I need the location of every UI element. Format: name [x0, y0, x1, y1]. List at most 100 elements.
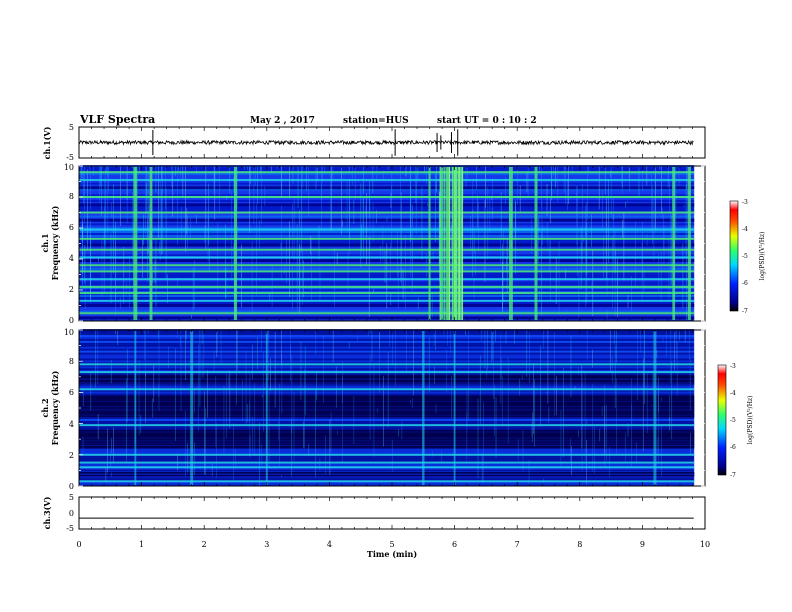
- ch2s-img-band: [79, 385, 695, 388]
- ch2s-img-band: [79, 391, 695, 394]
- ch2s-img-burst: [265, 331, 268, 485]
- ch1s-img-band: [79, 182, 695, 185]
- ch2s-img-dark-streak: [79, 382, 695, 383]
- ch2-spectrogram-image: [78, 329, 706, 487]
- ch1s-img-bright-line: [79, 264, 695, 267]
- ch1s-img-band: [79, 213, 695, 216]
- ch1s-img-band: [79, 310, 695, 313]
- ch1-waveform-line: [78, 139, 694, 146]
- ch1s-img-burst: [687, 167, 691, 320]
- ch3-waveform-ticks: [78, 497, 706, 529]
- time-tick-3: 3: [264, 540, 269, 549]
- ch2-spectrogram-ylabel-frequency: Frequency (kHz): [50, 370, 60, 445]
- ch1s-img-bright-line: [79, 299, 695, 302]
- ch3-ytick-top: 5: [69, 493, 74, 502]
- ch2s-img-bright-line: [79, 461, 695, 464]
- ch2s-img-band: [79, 362, 695, 365]
- ch1s-img-band: [79, 232, 695, 235]
- ch2s-img-dark-streak: [79, 409, 695, 411]
- ch2s-img-band: [79, 483, 695, 486]
- ch2s-img-burst: [453, 331, 456, 485]
- ch1-waveform-ylabel: ch.1(V): [42, 126, 52, 159]
- ch2-spectrogram-ticks: [78, 329, 706, 487]
- ch2s-img-band: [79, 336, 695, 339]
- ch2s-img-band: [79, 354, 695, 357]
- ch2s-img-dark-streak: [79, 445, 695, 446]
- ch2s-img-band: [79, 373, 695, 377]
- header-station: station=HUS: [343, 116, 409, 126]
- ch2s-img-dark-streak: [79, 474, 695, 475]
- ch2-colorbar-scale: [717, 364, 727, 476]
- figure-title: VLF Spectra: [79, 113, 155, 126]
- ch2s-img-band: [79, 455, 695, 458]
- ch1-cb-tick-m4: -4: [742, 226, 748, 233]
- ch1-spectrogram-image: [78, 165, 706, 322]
- ch2s-img-dark-streak: [79, 437, 695, 439]
- ch2s-ytick-10: 10: [64, 328, 74, 337]
- ch1s-img-burst: [149, 167, 153, 320]
- ch1s-img-burst: [672, 167, 676, 320]
- ch1s-img-bright-line: [79, 312, 695, 315]
- ch2s-img-band: [79, 352, 695, 355]
- ch1s-img-bright-line: [79, 228, 695, 231]
- ch2s-img-band: [79, 389, 695, 392]
- ch1s-img-band: [79, 240, 695, 243]
- ch2s-img-dark-streak: [79, 473, 695, 475]
- ch1s-img-band: [79, 188, 695, 191]
- ch2s-ytick-6: 6: [69, 388, 74, 397]
- ch1s-img-burst: [459, 167, 463, 320]
- ch1s-img-burst: [534, 167, 538, 320]
- ch1s-img-burst: [509, 167, 513, 320]
- ch1s-img-bright-line: [79, 178, 695, 181]
- time-tick-9: 9: [640, 540, 645, 549]
- ch2s-img-band: [79, 358, 695, 361]
- ch2s-img-band: [79, 469, 695, 472]
- ch1s-img-bright-line: [79, 278, 695, 281]
- time-tick-10: 10: [700, 540, 710, 549]
- ch1s-img-band: [79, 197, 695, 201]
- ch1s-ytick-2: 2: [69, 285, 74, 294]
- ch2s-img-band: [79, 334, 695, 338]
- time-tick-1: 1: [139, 540, 144, 549]
- ch2s-img-band: [79, 459, 695, 462]
- ch1s-img-band: [79, 172, 695, 175]
- ch1s-img-dark-line: [79, 186, 695, 190]
- time-axis-tick-labels: 0 1 2 3 4 5 6 7 8 9 10: [76, 540, 710, 549]
- ch2s-img-bright-line: [79, 453, 695, 456]
- ch2s-img-band: [79, 346, 695, 349]
- ch2s-img-band: [79, 360, 695, 363]
- ch1-colorbar: -3 -4 -5 -6 -7 log(PSD)(V²/Hz): [729, 199, 766, 315]
- ch2s-img-band: [79, 463, 695, 466]
- ch1-cb-tick-m3: -3: [742, 199, 748, 206]
- ch2-cb-tick-m4: -4: [730, 390, 736, 397]
- ch2-cb-tick-m6: -6: [730, 444, 736, 451]
- ch1s-img-empty: [693, 166, 705, 321]
- ch1s-img-band: [79, 223, 695, 226]
- ch2s-img-bright-line: [79, 466, 695, 469]
- ch1s-img-band: [79, 209, 695, 212]
- ch1-spectrogram-ticks: [78, 165, 706, 322]
- ch1s-img-band: [79, 230, 695, 234]
- ch1s-ytick-4: 4: [69, 254, 74, 263]
- ch2s-img-band: [79, 477, 695, 480]
- time-tick-6: 6: [452, 540, 457, 549]
- ch2s-img-band: [79, 426, 695, 429]
- ch3-waveform-frame: [78, 496, 706, 530]
- ch2s-img-dark-streak: [79, 475, 695, 477]
- ch2s-img-band: [79, 368, 695, 371]
- ch1s-img-dark-line: [79, 203, 695, 207]
- ch2s-ytick-4: 4: [69, 420, 74, 429]
- header-start-time: start UT = 0 : 10 : 2: [437, 116, 537, 126]
- time-tick-4: 4: [327, 540, 332, 549]
- ch1-waveform-trace: [78, 129, 694, 156]
- time-tick-2: 2: [202, 540, 207, 549]
- ch1s-img-band: [79, 190, 695, 193]
- ch1s-img-bright-line: [79, 248, 695, 251]
- ch1-cb-tick-m5: -5: [742, 253, 748, 260]
- ch2s-img-dark-streak: [79, 473, 695, 475]
- ch2-cb-tick-m3: -3: [730, 363, 736, 370]
- ch2s-ytick-0: 0: [69, 482, 74, 491]
- ch1s-img-band: [79, 192, 695, 195]
